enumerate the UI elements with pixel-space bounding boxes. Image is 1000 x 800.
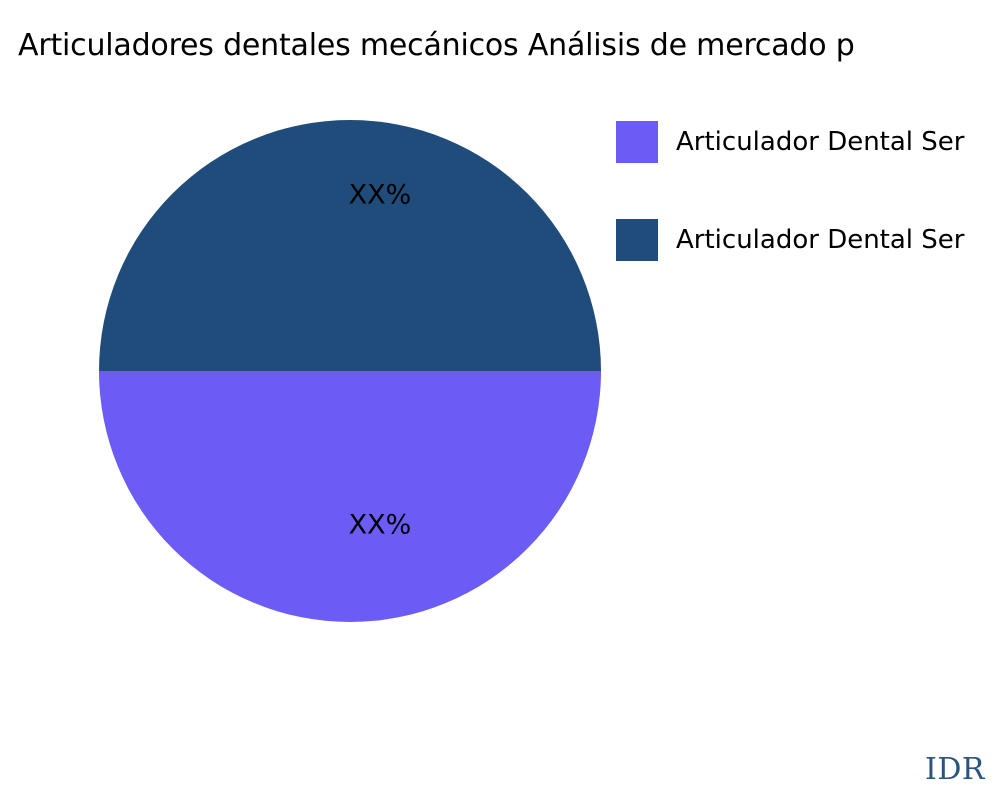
pie-slice-darkblue[interactable] <box>99 120 601 371</box>
pie-slice-purple[interactable] <box>99 371 601 622</box>
legend-item-label-1: Articulador Dental Ser <box>676 225 965 255</box>
legend-item-0[interactable]: Articulador Dental Ser <box>616 121 1000 163</box>
legend-item-label-0: Articulador Dental Ser <box>676 127 965 157</box>
watermark-idr: IDR <box>925 752 985 787</box>
pie-slice-label-darkblue: XX% <box>348 179 412 211</box>
legend-swatch-purple <box>616 121 658 163</box>
pie-slice-label-purple: XX% <box>348 509 412 541</box>
legend: Articulador Dental Ser Articulador Denta… <box>616 121 1000 317</box>
legend-swatch-darkblue <box>616 219 658 261</box>
chart-title: Articuladores dentales mecánicos Análisi… <box>18 28 855 63</box>
pie-chart: XX% XX% <box>99 120 601 622</box>
pie-svg <box>99 120 601 622</box>
legend-item-1[interactable]: Articulador Dental Ser <box>616 219 1000 261</box>
